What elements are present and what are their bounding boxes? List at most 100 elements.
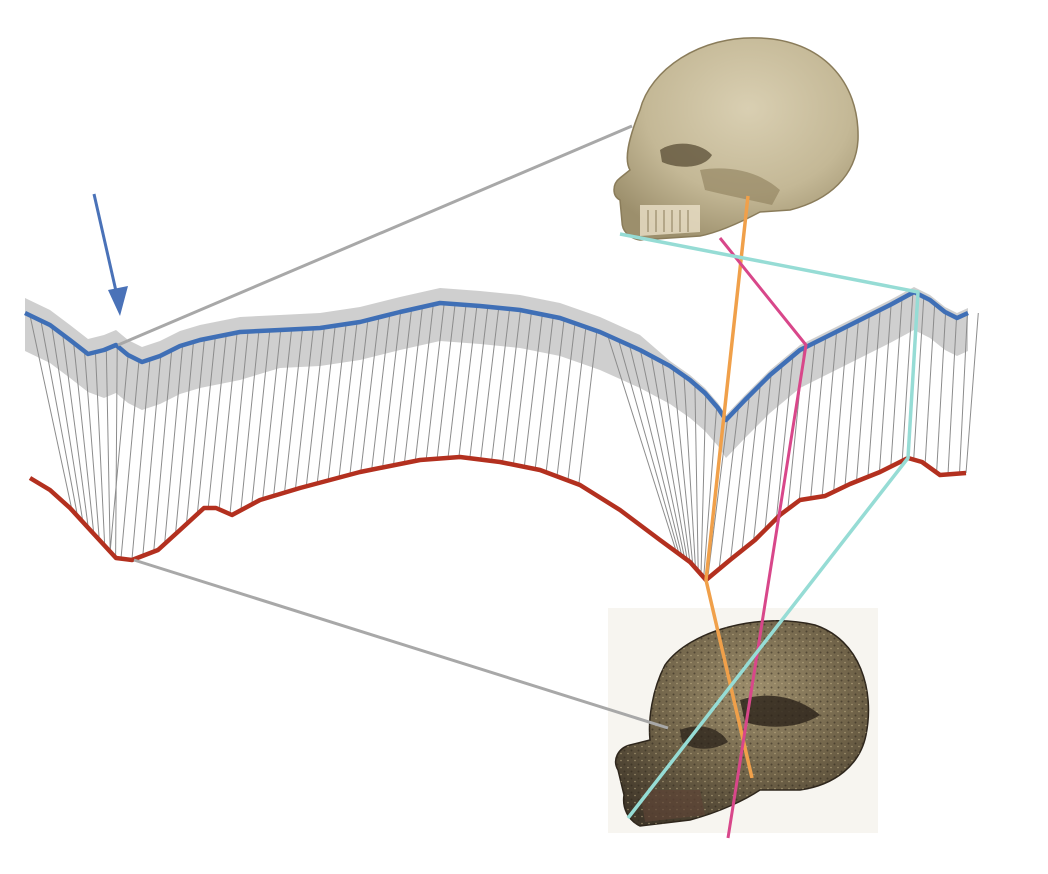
- correspondence-line: [707, 418, 729, 579]
- correspondence-line: [856, 315, 870, 482]
- correspondence-line: [120, 360, 140, 559]
- lower-profile-line: [28, 454, 967, 583]
- correspondence-line: [131, 359, 151, 561]
- correspondence-line: [240, 331, 260, 511]
- correspondence-line: [700, 393, 707, 575]
- correspondence-line: [425, 303, 445, 460]
- upper-variance-band-shape: [25, 287, 968, 458]
- correspondence-line: [51, 326, 84, 523]
- correspondence-line: [867, 309, 881, 477]
- correspondence-line: [403, 306, 423, 464]
- correspondence-line: [844, 320, 859, 487]
- correspondence-line: [207, 334, 227, 509]
- fossil-skull-icon: [608, 608, 878, 833]
- correspondence-line: [741, 384, 761, 551]
- modern-human-skull-icon: [613, 37, 859, 241]
- correspondence-line: [810, 337, 827, 499]
- upper-variance-band: [25, 287, 968, 458]
- correspondence-line: [683, 375, 696, 569]
- correspondence-line: [414, 304, 434, 461]
- correspondence-line: [349, 319, 369, 475]
- correspondence-line: [578, 330, 598, 485]
- correspondence-line: [360, 317, 380, 472]
- correspondence-line: [901, 292, 914, 461]
- correspondence-line: [196, 336, 216, 515]
- correspondence-line: [229, 331, 249, 515]
- correspondence-line: [109, 355, 129, 552]
- correspondence-line: [661, 361, 691, 563]
- correspondence-line: [764, 364, 783, 531]
- correspondence-line: [798, 342, 816, 501]
- correspondence-line: [251, 330, 271, 505]
- correspondence-line: [305, 327, 325, 487]
- correspondence-line: [94, 352, 106, 546]
- correspondence-line: [629, 345, 683, 557]
- correspondence-line: [878, 304, 892, 473]
- arrow-down-icon: [92, 193, 128, 316]
- correspondence-line: [947, 317, 957, 475]
- correspondence-line: [924, 303, 936, 465]
- correspondence-line: [40, 320, 78, 517]
- correspondence-line: [672, 368, 694, 566]
- correspondence-line: [730, 395, 750, 560]
- correspondence-line: [567, 327, 587, 481]
- correspondence-line: [175, 341, 194, 535]
- correspondence-line: [153, 350, 173, 552]
- correspondence-line: [185, 339, 205, 525]
- correspondence-line: [607, 335, 677, 553]
- correspondence-line: [115, 345, 118, 558]
- cyan-landmark-line: [619, 232, 920, 820]
- correspondence-line: [142, 355, 162, 556]
- correspondence-line: [959, 313, 968, 474]
- correspondence-line: [469, 306, 489, 459]
- correspondence-line: [458, 305, 478, 458]
- correspondence-line: [936, 312, 947, 473]
- callout-line-bottom: [133, 558, 669, 730]
- magenta-landmark-line: [718, 237, 808, 839]
- correspondence-line: [775, 355, 794, 519]
- correspondence-line: [382, 311, 402, 468]
- correspondence-line: [639, 350, 686, 559]
- correspondence-line: [913, 296, 925, 460]
- correspondence-line: [316, 325, 336, 484]
- correspondence-line: [84, 351, 100, 540]
- correspondence-line: [965, 312, 979, 474]
- correspondence-line: [73, 342, 95, 535]
- correspondence-line: [534, 316, 554, 470]
- correspondence-line: [273, 329, 293, 496]
- correspondence-line: [718, 406, 739, 570]
- correspondence-line: [29, 315, 73, 511]
- correspondence-line: [545, 319, 565, 473]
- correspondence-line: [523, 314, 543, 467]
- correspondence-line: [62, 334, 89, 529]
- correspondence-lines: [29, 292, 979, 579]
- correspondence-line: [447, 304, 467, 458]
- correspondence-line: [164, 345, 184, 545]
- correspondence-line: [262, 329, 282, 500]
- correspondence-line: [821, 331, 838, 497]
- correspondence-line: [491, 308, 511, 461]
- correspondence-line: [502, 310, 521, 463]
- correspondence-line: [512, 312, 532, 465]
- correspondence-line: [371, 314, 391, 470]
- correspondence-line: [753, 373, 772, 542]
- correspondence-line: [327, 324, 347, 481]
- correspondence-line: [105, 348, 111, 552]
- correspondence-line: [618, 340, 680, 555]
- correspondence-line: [338, 322, 358, 478]
- correspondence-line: [650, 355, 688, 561]
- upper-profile-line: [24, 289, 969, 423]
- correspondence-line: [703, 406, 718, 578]
- orange-landmark-line: [704, 195, 754, 779]
- correspondence-line: [694, 384, 699, 572]
- correspondence-line: [436, 304, 456, 459]
- correspondence-line: [294, 328, 314, 490]
- correspondence-line: [833, 326, 848, 492]
- correspondence-line: [556, 323, 576, 477]
- correspondence-line: [218, 332, 238, 510]
- correspondence-line: [393, 309, 412, 466]
- callout-line-top: [117, 124, 633, 347]
- correspondence-line: [890, 298, 903, 467]
- correspondence-line: [480, 307, 500, 460]
